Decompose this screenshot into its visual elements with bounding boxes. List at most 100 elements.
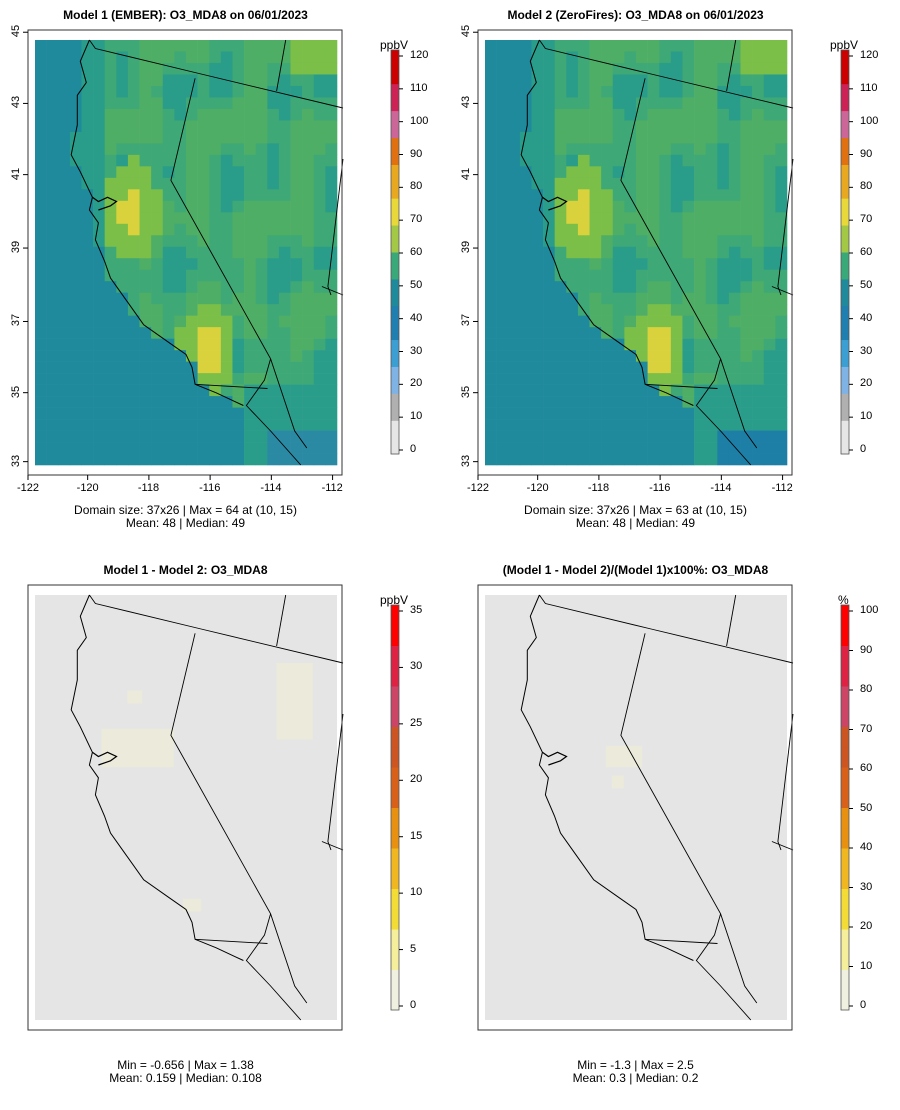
panel1-colorbar-segment [391,433,399,442]
panel2-grid-cell [589,304,602,316]
panel1-grid-cell [162,120,175,133]
panel2-grid-cell [752,304,765,316]
panel2-grid-cell [554,373,567,385]
panel2-grid-cell [717,120,730,133]
panel1-grid-cell [313,373,326,385]
panel3-colorbar-segment [391,659,399,667]
panel1-grid-cell [220,373,233,385]
panel1-grid-cell [255,304,268,316]
panel1-grid-cell [197,212,210,225]
panel2-grid-cell [543,51,555,64]
panel2-grid-cell [589,120,602,133]
panel2-colorbar-segment [841,413,849,421]
panel2-colorbar-label: 70 [860,213,873,226]
panel2-grid-cell [554,177,567,190]
panel1-grid-cell [81,361,94,374]
panel1-grid-cell [81,373,94,385]
panel1-grid-cell [35,396,47,408]
panel1-grid-cell [313,74,326,87]
panel1-grid-cell [278,143,291,156]
panel2-grid-cell [531,212,544,225]
panel2-grid-cell [601,419,614,431]
panel1-grid-cell [46,315,59,328]
panel1-grid-cell [81,166,94,179]
panel2-grid-cell [670,292,683,305]
panel2-grid-cell [577,292,590,305]
panel2-grid-cell [728,51,741,64]
panel2-grid-cell [705,154,718,167]
panel1-grid-cell [302,442,315,454]
panel1-grid-cell [127,407,140,420]
panel1-grid-cell [139,396,152,408]
panel1-grid-cell [267,453,280,466]
panel1-grid-cell [197,453,210,466]
panel4-colorbar-segment [841,760,849,768]
panel3-state-border [276,594,287,647]
panel2-grid-cell [647,235,660,248]
panel2-grid-cell [775,442,788,454]
panel2-grid-cell [775,154,788,167]
panel1-grid-cell [162,315,175,328]
panel3-colorbar-segment [391,719,399,727]
panel2-grid-cell [624,350,637,362]
panel1-grid-cell [174,281,187,294]
panel1-grid-cell [232,269,245,282]
panel1-grid-cell [267,258,280,271]
panel1-grid-cell [290,40,303,52]
panel2-grid-cell [543,246,555,259]
panel2-grid-cell [612,373,625,385]
panel2-grid-cell [612,166,625,179]
panel1-grid-cell [139,120,152,133]
panel2-grid-cell [554,51,567,64]
panel1-grid-cell [267,384,280,397]
panel1-grid-cell [81,327,94,339]
panel1-grid-cell [244,361,256,374]
panel2-grid-cell [647,51,660,64]
panel2-grid-cell [705,430,718,443]
panel1-grid-cell [162,166,175,179]
panel1-grid-cell [116,258,129,271]
panel2-grid-cell [763,177,776,190]
panel1-grid-cell [244,166,256,179]
panel2-grid-cell [636,154,648,167]
panel2-grid-cell [543,120,555,133]
panel2-grid-cell [670,269,683,282]
panel2-grid-cell [543,361,555,374]
panel2-grid-cell [543,304,555,316]
panel2-grid-cell [728,120,741,133]
panel1-grid-cell [139,258,152,271]
panel2-grid-cell [659,200,672,213]
panel2-grid-cell [554,419,567,431]
panel2-grid-cell [624,166,637,179]
panel1-grid-cell [209,327,222,339]
panel2-colorbar-segment [841,184,849,192]
panel1-grid-cell [197,51,210,64]
panel2-grid-cell [577,327,590,339]
panel2-grid-cell [531,131,544,144]
panel2-grid-cell [775,235,788,248]
panel1-grid-cell [162,338,175,351]
panel1-grid-cell [81,396,94,408]
panel1-grid-cell [197,258,210,271]
panel2-coastline [520,39,694,406]
panel4-colorbar-segment [841,800,849,808]
panel1-grid-cell [93,396,105,408]
panel1-grid-cell [220,304,233,316]
panel1-grid-cell [46,292,59,305]
panel2-grid-cell [647,304,660,316]
panel1-grid-cell [197,189,210,202]
panel1-grid-cell [46,281,59,294]
panel2-grid-cell [659,442,672,454]
panel1-grid-cell [151,51,164,64]
panel2-grid-cell [485,223,497,236]
panel2-grid-cell [589,361,602,374]
panel2-grid-cell [554,189,567,202]
panel2-grid-cell [496,62,509,75]
panel2-grid-cell [775,453,788,466]
panel1-grid-cell [197,120,210,133]
panel1-grid-cell [209,223,222,236]
panel1-y-tick-label: 37 [10,314,22,327]
panel1-grid-cell [139,419,152,431]
panel2-grid-cell [636,258,648,271]
panel2-grid-cell [763,419,776,431]
